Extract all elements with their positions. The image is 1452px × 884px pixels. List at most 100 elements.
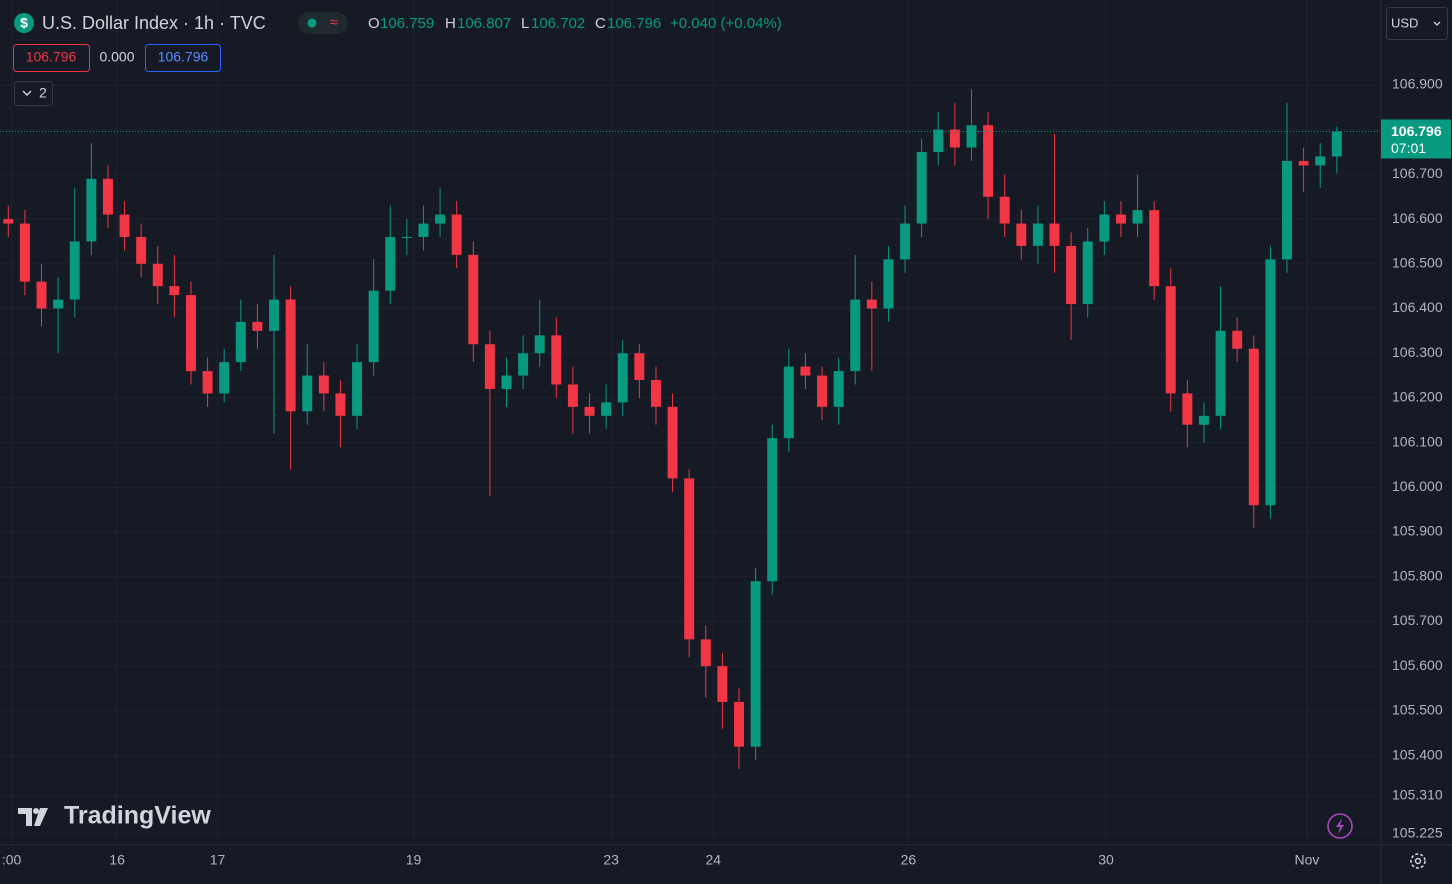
candle-body	[584, 406, 595, 416]
buy-price: 106.796	[158, 49, 209, 65]
candle-body	[152, 263, 163, 287]
symbol-icon[interactable]	[14, 13, 34, 33]
legend-low-value: 106.702	[531, 15, 585, 32]
candle-body	[734, 701, 744, 747]
candle-body	[335, 393, 346, 416]
candle-body	[667, 406, 678, 479]
candle-body	[352, 362, 363, 416]
settings-button[interactable]	[1410, 853, 1426, 869]
candle-body	[86, 178, 97, 242]
legend-close-value: 106.796	[607, 15, 661, 32]
x-tick-label: 16	[109, 852, 125, 868]
candle-body	[102, 178, 113, 215]
candle-body	[1315, 156, 1326, 166]
candle-body	[551, 335, 562, 385]
candle-body	[983, 125, 994, 197]
candle-body	[36, 281, 47, 309]
y-tick-label: 106.300	[1392, 344, 1443, 360]
candle-body	[501, 375, 512, 389]
currency-button[interactable]	[1386, 7, 1448, 40]
chevron-icon	[22, 90, 32, 96]
indicators-toggle[interactable]	[14, 81, 53, 106]
candle-body	[1331, 131, 1342, 157]
candle-body	[202, 371, 213, 394]
candle-body	[767, 438, 778, 582]
x-tick-label: Nov	[1294, 852, 1319, 868]
candle-body	[916, 152, 927, 224]
y-tick-label: 106.200	[1392, 389, 1443, 405]
alerts-button[interactable]	[1327, 813, 1353, 839]
candle-body	[468, 254, 479, 345]
candle-body	[53, 299, 64, 309]
y-tick-label: 105.500	[1392, 702, 1443, 718]
candle-body	[1298, 160, 1309, 166]
candle-body	[1198, 415, 1209, 425]
candle-body	[318, 375, 329, 394]
candle-body	[1132, 210, 1143, 224]
sell-button[interactable]	[13, 44, 90, 72]
candle-body	[1115, 214, 1126, 224]
y-tick-label: 106.000	[1392, 478, 1443, 494]
y-tick-label: 106.900	[1392, 76, 1443, 92]
candle-body	[650, 380, 661, 407]
grid	[0, 0, 1380, 845]
candle-body	[1165, 286, 1176, 394]
candle-body	[269, 299, 279, 331]
candle-body	[185, 295, 196, 372]
y-tick-label: 106.600	[1392, 210, 1443, 226]
candle-body	[136, 236, 147, 264]
legend-close-label: C	[595, 15, 606, 32]
candle-body	[169, 286, 180, 296]
x-tick-label: 26	[901, 852, 917, 868]
candle-body	[1232, 330, 1243, 349]
chart-title[interactable]: U.S. Dollar Index · 1h · TVC	[42, 13, 266, 33]
y-tick-label: 105.900	[1392, 523, 1443, 539]
candle-body	[601, 402, 612, 416]
candle-body	[817, 375, 828, 407]
y-tick-label: 106.400	[1392, 299, 1443, 315]
candle-body	[617, 353, 628, 403]
last-price-badge	[1381, 119, 1451, 159]
candle-body	[567, 384, 578, 407]
candle-body	[368, 290, 379, 363]
sell-price: 106.796	[26, 49, 77, 65]
candle-body	[1182, 393, 1193, 425]
candle-body	[933, 129, 944, 153]
candle-body	[850, 299, 861, 372]
candle-body	[800, 366, 811, 376]
candle-body	[518, 353, 529, 376]
y-tick-label: 105.800	[1392, 567, 1443, 583]
candle-body	[252, 321, 263, 331]
candle-body	[750, 581, 761, 747]
status-pill[interactable]	[298, 12, 348, 34]
candle-body	[302, 375, 313, 412]
y-tick-label: 105.700	[1392, 612, 1443, 628]
lightning-icon	[1336, 818, 1344, 834]
legend-high-label: H	[445, 15, 456, 32]
y-tick-label: 105.400	[1392, 746, 1443, 762]
logo-text[interactable]: TradingView	[64, 802, 211, 830]
candle-body	[1082, 241, 1093, 305]
indicators-count: 2	[39, 85, 47, 101]
candle-body	[385, 236, 396, 291]
candle-body	[717, 666, 728, 702]
candle-body	[1265, 259, 1276, 506]
price-axis: 105.225 105.310 105.400 105.500 105.600 105.7…	[1381, 76, 1451, 841]
spread: 0.000	[99, 49, 134, 65]
candle-body	[285, 299, 296, 412]
candle-body	[1032, 223, 1043, 246]
y-tick-label: 105.310	[1392, 787, 1443, 803]
candle-body	[1049, 223, 1060, 246]
candle-body	[3, 219, 14, 224]
candle-body	[401, 236, 412, 238]
candle-body	[684, 478, 695, 640]
candle-body	[1282, 160, 1292, 260]
buy-button[interactable]	[145, 44, 221, 72]
candle-body	[119, 214, 130, 237]
candle-body	[700, 639, 711, 667]
legend-low-label: L	[521, 15, 529, 32]
legend-open-label: O	[368, 15, 380, 32]
y-tick-label: 106.100	[1392, 433, 1443, 449]
